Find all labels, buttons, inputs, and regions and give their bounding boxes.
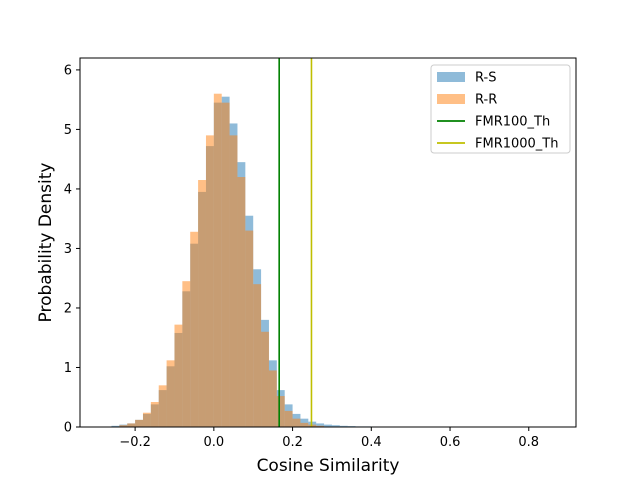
histogram-bar [261,331,269,427]
histogram-bar [331,425,340,427]
histogram-bar [158,385,167,427]
x-axis-title: Cosine Similarity [257,456,400,476]
histogram-bar [316,423,325,427]
histogram-bar [182,281,191,427]
histogram-bar [237,177,246,427]
legend-label: R-S [475,71,496,86]
plot-area [111,93,372,428]
histogram-bar [205,135,214,427]
x-tick-label: 0.2 [282,435,303,450]
histogram-bar [221,102,230,428]
y-tick-label: 5 [64,123,72,138]
histogram-bar [324,424,332,427]
histogram-bar [174,324,183,427]
y-tick-label: 2 [64,301,72,316]
histogram-bar [253,284,262,427]
histogram-bar [284,410,293,427]
histogram-bar [268,370,277,427]
histogram-bar [339,425,348,427]
histogram-bar [142,412,151,427]
legend-swatch [437,94,465,104]
legend-item: R-S [437,71,496,86]
legend-item: R-R [437,93,497,108]
legend-swatch [437,72,465,82]
legend-item: FMR1000_Th [437,137,559,152]
histogram-bar [229,135,238,427]
x-tick-label: 0.4 [361,435,382,450]
x-axis-ticks: −0.2 0.0 0.2 0.4 0.6 0.8 [119,427,539,450]
histogram-bar [135,419,143,427]
histogram-bar [300,422,309,427]
legend-label: FMR1000_Th [475,137,559,152]
y-tick-label: 0 [64,421,72,436]
y-axis-ticks: 0 1 2 3 4 5 6 [64,63,80,436]
histogram-bar [198,180,206,427]
histogram-bar [292,418,301,427]
legend-label: FMR100_Th [475,115,550,130]
histogram-bar [111,425,120,427]
histogram-bar [213,93,222,427]
axes-frame [79,57,577,428]
legend-item: FMR100_Th [437,115,550,130]
histogram-bar [276,396,285,427]
series-r-r [119,93,325,428]
histogram-bar [190,231,199,427]
y-tick-label: 6 [64,63,72,78]
legend-label: R-R [475,93,497,108]
y-axis-title: Probability Density [36,163,56,323]
legend-box [430,64,571,154]
x-tick-label: −0.2 [119,435,151,450]
legend: R-S R-R FMR100_Th FMR1000_Th [430,64,571,154]
x-tick-label: 0.6 [440,435,461,450]
histogram-bar [127,423,136,427]
histogram-bar [316,425,325,427]
histogram-bar [150,402,159,427]
y-tick-label: 4 [64,182,72,197]
histogram-bar [245,230,254,427]
histogram-bar [119,425,128,427]
histogram-bar [166,360,175,427]
x-tick-label: 0.8 [518,435,539,450]
x-tick-label: 0.0 [203,435,224,450]
threshold-lines [278,58,313,427]
y-tick-label: 3 [64,242,72,257]
y-tick-label: 1 [64,361,72,376]
